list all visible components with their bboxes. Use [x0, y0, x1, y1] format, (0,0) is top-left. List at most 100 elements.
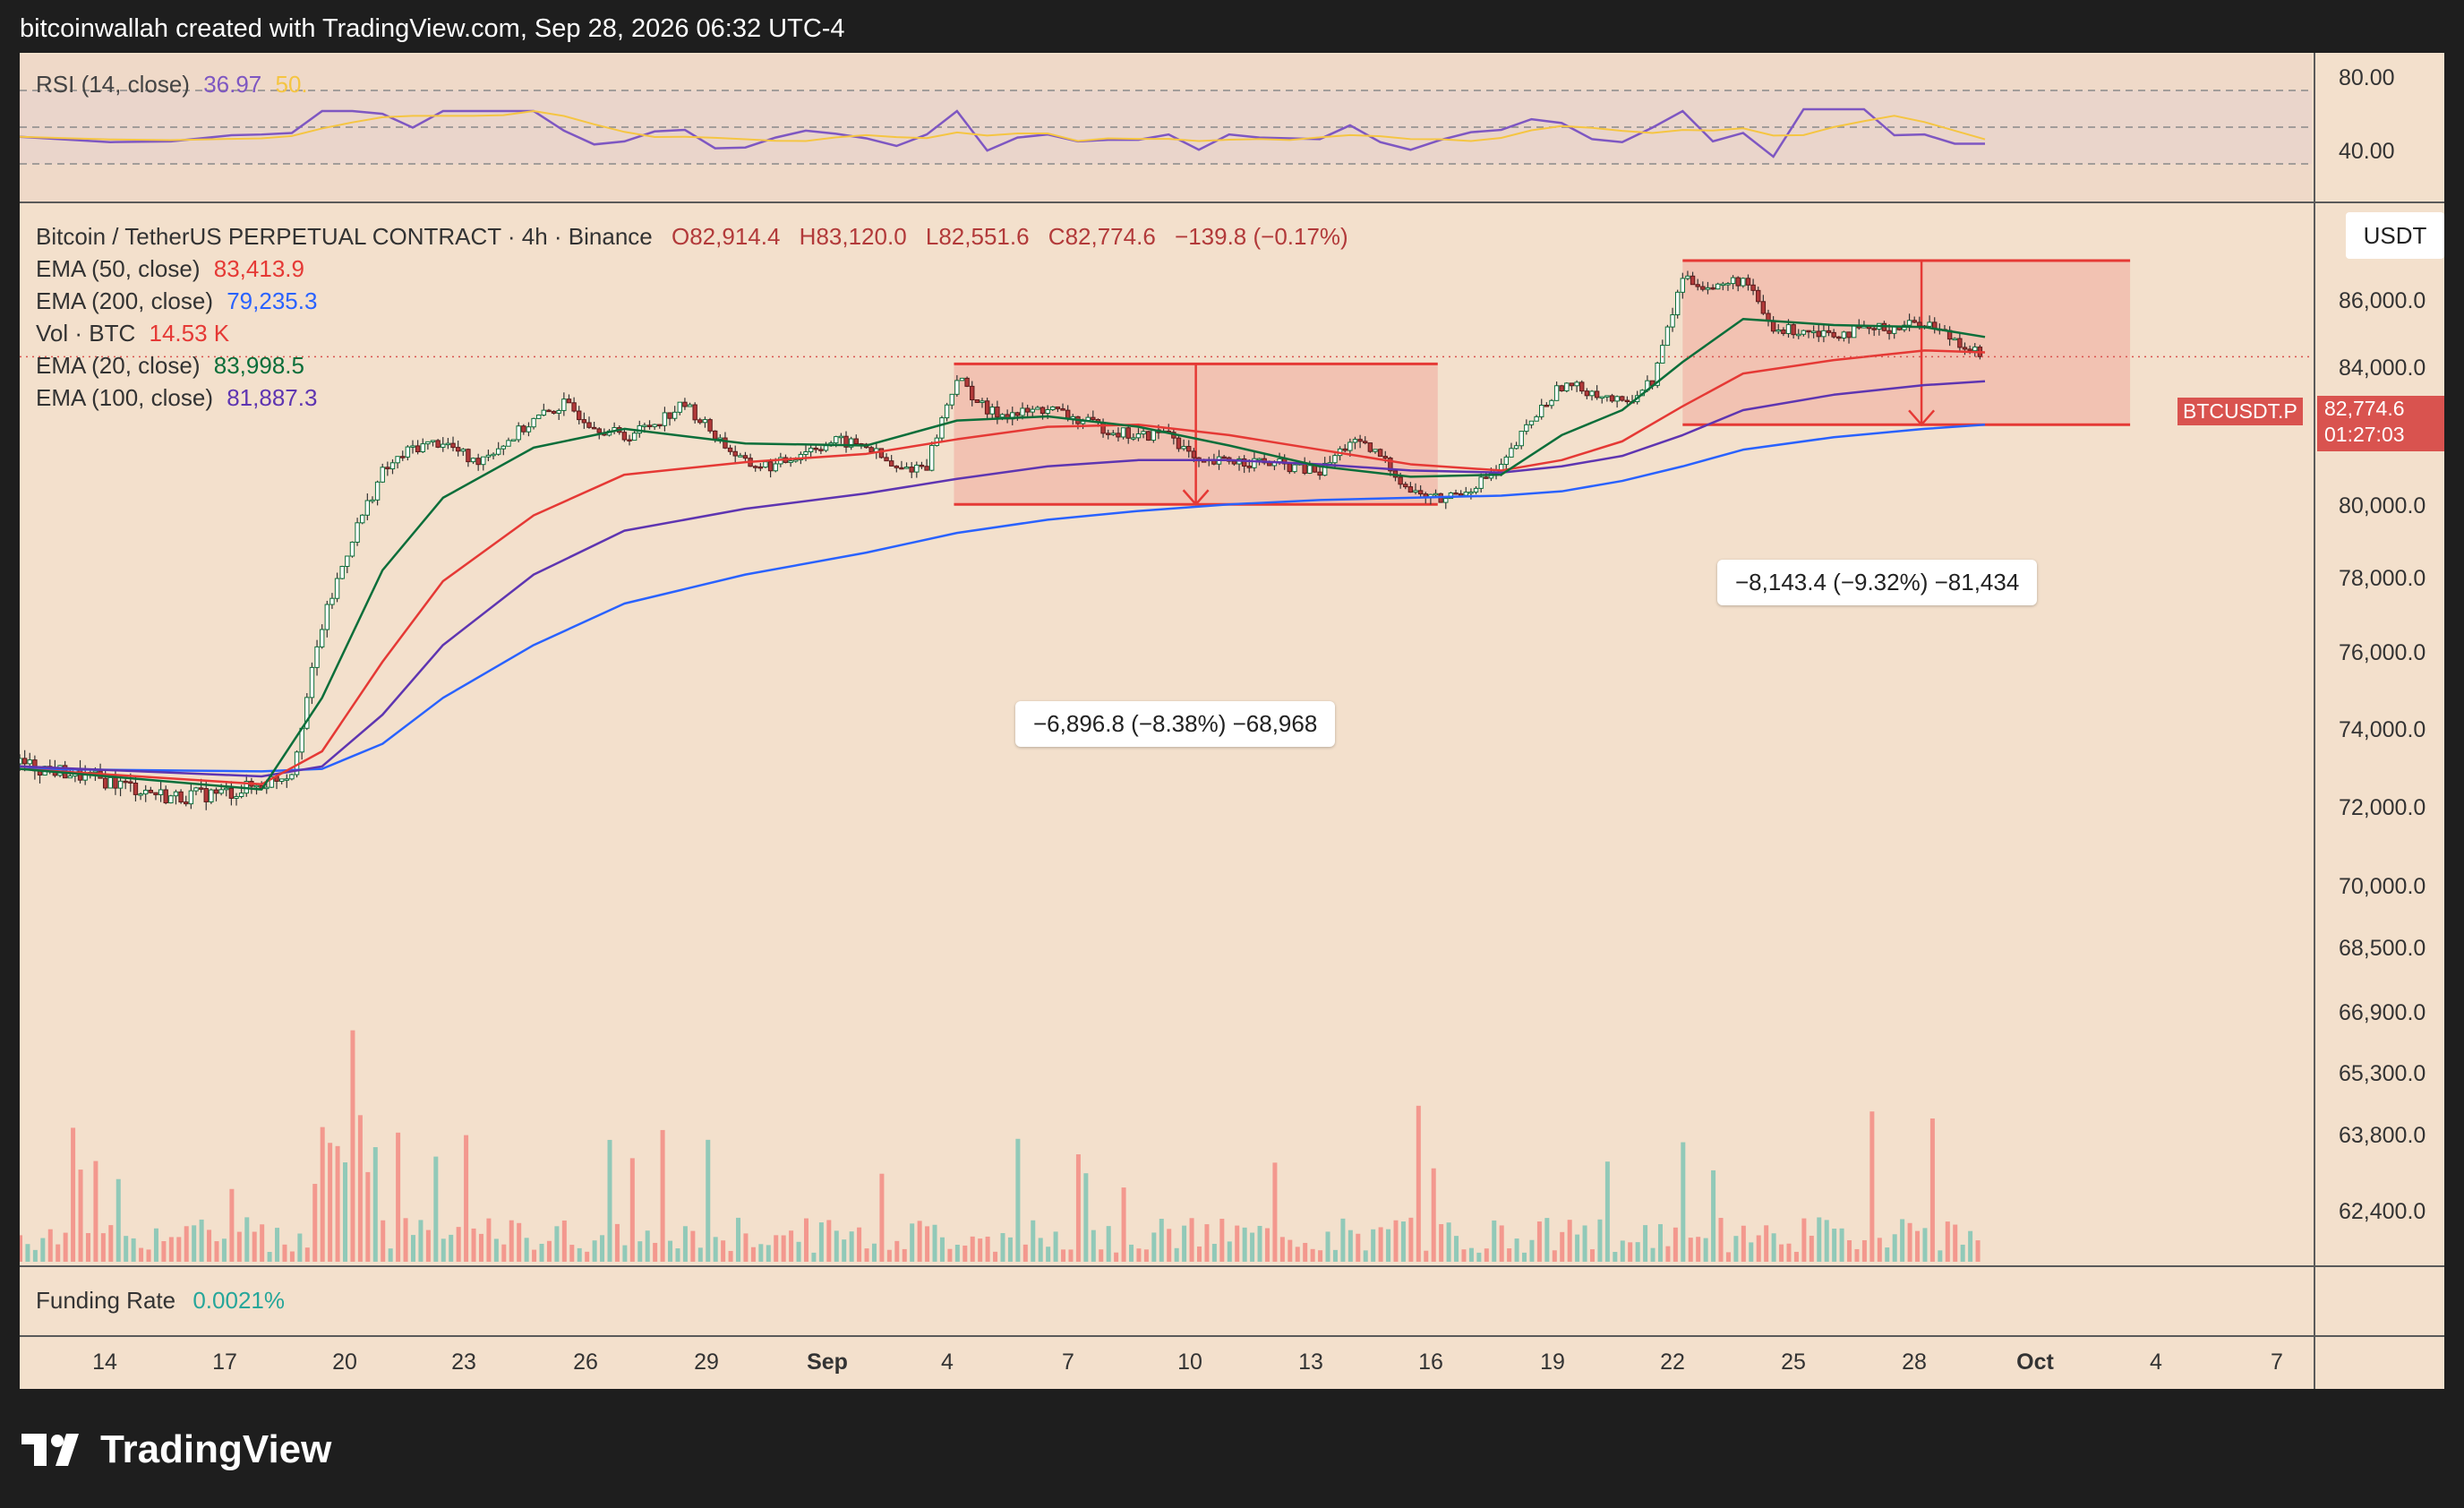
candle-body [1246, 465, 1252, 468]
volume-bar [1167, 1229, 1172, 1262]
candle-body [1810, 330, 1817, 333]
volume-bar [1099, 1249, 1104, 1262]
currency-button[interactable]: USDT [2346, 212, 2444, 259]
volume-bar [1211, 1244, 1217, 1262]
candle-body [20, 758, 22, 765]
volume-bar [1711, 1170, 1716, 1262]
ema-20-line [20, 318, 1986, 791]
candle-body [954, 380, 960, 395]
volume-bar [1219, 1219, 1225, 1262]
volume-bar [139, 1247, 144, 1262]
volume-bar [214, 1241, 219, 1262]
volume-bar [925, 1226, 930, 1262]
volume-bar [600, 1235, 605, 1262]
candle-body [1458, 493, 1464, 496]
measure-label-1[interactable]: −6,896.8 (−8.38%) −68,968 [1015, 701, 1336, 747]
candle-body [1307, 465, 1313, 474]
volume-bar [1424, 1250, 1429, 1262]
symbol-legend[interactable]: Bitcoin / TetherUS PERPETUAL CONTRACT · … [36, 223, 1348, 251]
candle-body [1241, 458, 1247, 467]
volume-bar [1975, 1240, 1981, 1262]
candle-body [410, 445, 415, 448]
candle-body [1417, 490, 1424, 495]
volume-bar [493, 1238, 499, 1262]
candle-body [309, 666, 315, 698]
indicator-ema20[interactable]: EMA (20, close) 83,998.5 [36, 352, 304, 379]
volume-bar [910, 1223, 915, 1262]
chart-panel[interactable]: RSI (14, close) 36.97 50. 80.00 40.00 Bi… [20, 53, 2444, 1389]
candle-body [536, 415, 542, 419]
candle-body [1252, 458, 1257, 468]
candle-body [1690, 275, 1696, 286]
volume-bar [1310, 1248, 1315, 1262]
candle-body [284, 778, 289, 781]
volume-bar [721, 1240, 726, 1262]
volume-bar [1129, 1244, 1134, 1262]
volume-bar [1242, 1227, 1247, 1262]
candle-body [1091, 416, 1096, 421]
volume-bar [1416, 1105, 1421, 1262]
price-chart[interactable] [20, 53, 2444, 1389]
rsi-level-80: 80.00 [2339, 65, 2395, 90]
rsi-separator[interactable] [20, 201, 2444, 203]
indicator-ema200[interactable]: EMA (200, close) 79,235.3 [36, 287, 318, 314]
time-tick: 19 [1540, 1349, 1565, 1375]
volume-bar [1386, 1229, 1391, 1262]
candle-body [894, 465, 900, 468]
volume-bar [282, 1244, 287, 1262]
tradingview-brand[interactable]: TradingView [21, 1427, 331, 1472]
funding-separator[interactable] [20, 1265, 2444, 1267]
volume-bar [917, 1221, 922, 1262]
volume-bar [713, 1237, 718, 1262]
candle-body [1146, 431, 1151, 441]
measure-label-2[interactable]: −8,143.4 (−9.32%) −81,434 [1717, 560, 2038, 605]
volume-bar [902, 1248, 907, 1262]
volume-bar [1620, 1240, 1625, 1262]
candle-body [364, 500, 371, 516]
volume-bar [236, 1231, 242, 1262]
volume-bar [312, 1184, 318, 1262]
volume-bar [1182, 1225, 1187, 1262]
candle-body [763, 461, 768, 468]
price-tick: 63,800.0 [2339, 1123, 2426, 1148]
indicator-ema100[interactable]: EMA (100, close) 81,887.3 [36, 384, 318, 411]
candle-body [929, 444, 935, 471]
volume-bar [993, 1251, 998, 1262]
volume-bar [1915, 1230, 1921, 1262]
volume-bar [1673, 1227, 1678, 1262]
volume-bar [335, 1145, 340, 1262]
volume-bar [1718, 1218, 1724, 1262]
funding-legend[interactable]: Funding Rate 0.0021% [36, 1287, 285, 1315]
volume-bar [1476, 1252, 1482, 1262]
candle-body [253, 784, 260, 788]
volume-bar [1764, 1225, 1769, 1262]
volume-bar [1575, 1234, 1580, 1262]
candle-body [717, 437, 723, 441]
candle-body [475, 458, 481, 466]
volume-bar [736, 1217, 741, 1262]
candle-body [1267, 462, 1272, 467]
price-tick: 66,900.0 [2339, 1000, 2426, 1025]
volume-bar [1604, 1161, 1610, 1262]
candle-body [264, 786, 270, 790]
candle-body [1473, 487, 1479, 493]
indicator-ema50[interactable]: EMA (50, close) 83,413.9 [36, 255, 304, 282]
candle-body [224, 787, 229, 791]
rsi-legend[interactable]: RSI (14, close) 36.97 50. [36, 71, 308, 99]
volume-bar [304, 1247, 310, 1262]
candle-body [1569, 382, 1575, 387]
candle-body [1105, 433, 1111, 435]
time-tick: Sep [807, 1349, 848, 1375]
candle-body [1553, 385, 1560, 401]
volume-bar [40, 1238, 46, 1262]
volume-bar [1922, 1228, 1928, 1262]
candle-body [1024, 407, 1031, 413]
volume-bar [1749, 1242, 1754, 1262]
candle-body [793, 459, 799, 462]
volume-bar [1582, 1225, 1587, 1262]
candle-body [360, 514, 365, 524]
volume-bar [660, 1129, 665, 1262]
volume-bar [1431, 1168, 1436, 1262]
indicator-volume[interactable]: Vol · BTC 14.53 K [36, 320, 230, 347]
candle-body [198, 787, 204, 790]
